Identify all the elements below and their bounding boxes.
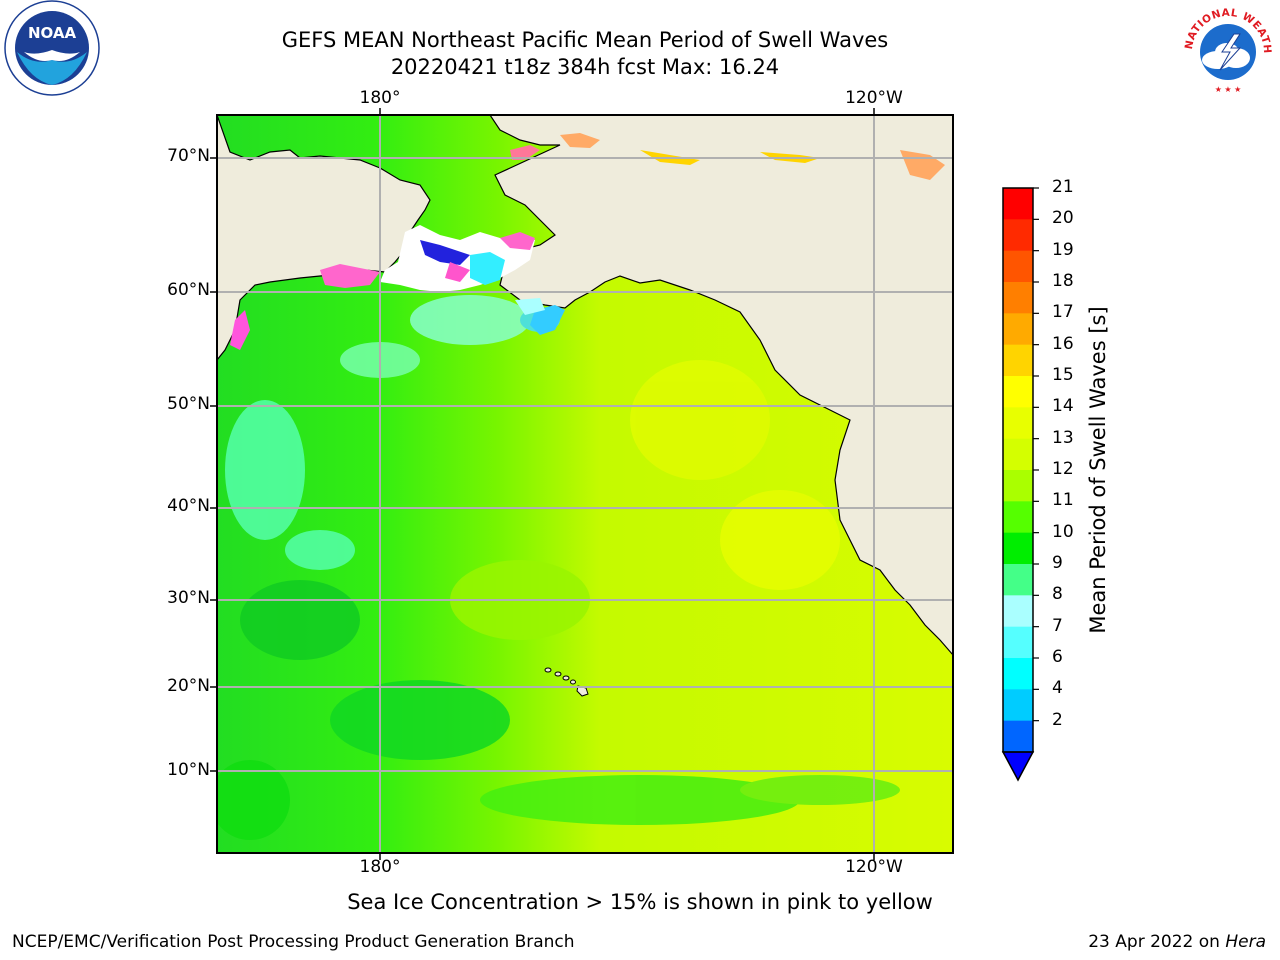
lon-label-top-180: 180° bbox=[359, 88, 401, 108]
colorbar-segment bbox=[1003, 250, 1033, 283]
gridlines bbox=[217, 115, 953, 853]
nws-logo: NATIONAL WEATHER SERVICE ★ ★ ★ bbox=[1178, 0, 1276, 98]
colorbar-segment bbox=[1003, 407, 1033, 440]
colorbar-segment bbox=[1003, 720, 1033, 753]
lat-label-50n: 50°N bbox=[167, 394, 210, 414]
colorbar-segment bbox=[1003, 313, 1033, 346]
colorbar-tick-label: 14 bbox=[1052, 396, 1074, 417]
colorbar-tick-label: 6 bbox=[1052, 647, 1063, 667]
footer-date: 23 Apr 2022 on Hera bbox=[1088, 932, 1266, 952]
colorbar-ticks bbox=[1033, 187, 1039, 722]
colorbar-label: Mean Period of Swell Waves [s] bbox=[1086, 306, 1110, 634]
colorbar-tick-label: 12 bbox=[1052, 459, 1074, 479]
colorbar-segment bbox=[1003, 282, 1033, 314]
colorbar-tick-label: 20 bbox=[1052, 208, 1074, 229]
axis-ticks bbox=[210, 108, 875, 860]
colorbar-tick-label: 11 bbox=[1052, 490, 1074, 511]
footer-machine: Hera bbox=[1225, 932, 1266, 952]
lat-label-60n: 60°N bbox=[167, 280, 210, 300]
lon-label-top-120w: 120°W bbox=[845, 88, 903, 108]
hawaii-islands bbox=[544, 667, 589, 697]
lat-label-70n: 70°N bbox=[167, 146, 210, 166]
colorbar-tick-label: 13 bbox=[1052, 427, 1074, 448]
lon-label-bottom-120w: 120°W bbox=[845, 857, 903, 877]
noaa-logo: NOAA bbox=[4, 0, 100, 96]
colorbar-segment bbox=[1003, 626, 1033, 659]
chart-subtitle: 20220421 t18z 384h fcst Max: 16.24 bbox=[390, 55, 780, 79]
colorbar-segment bbox=[1003, 376, 1033, 408]
lat-label-10n: 10°N bbox=[167, 760, 210, 780]
svg-text:★ ★ ★: ★ ★ ★ bbox=[1215, 85, 1242, 94]
colorbar-segments bbox=[1003, 188, 1033, 753]
colorbar-extend-triangle bbox=[1001, 751, 1035, 782]
colorbar-tick-label: 16 bbox=[1052, 333, 1074, 354]
colorbar-tick-label: 18 bbox=[1052, 271, 1074, 291]
colorbar-segment bbox=[1003, 344, 1033, 377]
colorbar-segment bbox=[1003, 470, 1033, 502]
footer-date-text: 23 Apr 2022 on bbox=[1088, 932, 1226, 952]
colorbar-segment bbox=[1003, 564, 1033, 596]
colorbar-tick-label: 8 bbox=[1052, 584, 1063, 605]
map-frame bbox=[216, 114, 954, 854]
svg-text:NOAA: NOAA bbox=[28, 24, 77, 42]
colorbar-tick-label: 10 bbox=[1052, 521, 1074, 542]
colorbar-tick-label: 21 bbox=[1052, 177, 1074, 197]
colorbar-tick-label: 4 bbox=[1052, 678, 1063, 699]
colorbar-segment bbox=[1003, 438, 1033, 471]
colorbar-tick-label: 19 bbox=[1052, 239, 1074, 260]
colorbar-segment bbox=[1003, 219, 1033, 252]
colorbar-tick-label: 2 bbox=[1052, 709, 1063, 730]
colorbar-segment bbox=[1003, 595, 1033, 628]
footer-branch: NCEP/EMC/Verification Post Processing Pr… bbox=[12, 932, 575, 952]
chart-title: GEFS MEAN Northeast Pacific Mean Period … bbox=[281, 28, 889, 52]
colorbar-tick-label: 7 bbox=[1052, 615, 1063, 636]
colorbar-segment bbox=[1003, 188, 1033, 220]
colorbar-tick-label: 9 bbox=[1052, 553, 1063, 573]
colorbar-segment bbox=[1003, 689, 1033, 722]
colorbar-tick-label: 15 bbox=[1052, 365, 1074, 385]
lon-label-bottom-180: 180° bbox=[359, 857, 401, 877]
lat-label-30n: 30°N bbox=[167, 588, 210, 608]
colorbar-tick-label: 17 bbox=[1052, 302, 1074, 323]
lat-label-40n: 40°N bbox=[167, 496, 210, 516]
colorbar-segment bbox=[1003, 658, 1033, 690]
colorbar-segment bbox=[1003, 501, 1033, 534]
sea-ice-note: Sea Ice Concentration > 15% is shown in … bbox=[347, 890, 933, 914]
lat-label-20n: 20°N bbox=[167, 676, 210, 696]
colorbar-segment bbox=[1003, 532, 1033, 565]
